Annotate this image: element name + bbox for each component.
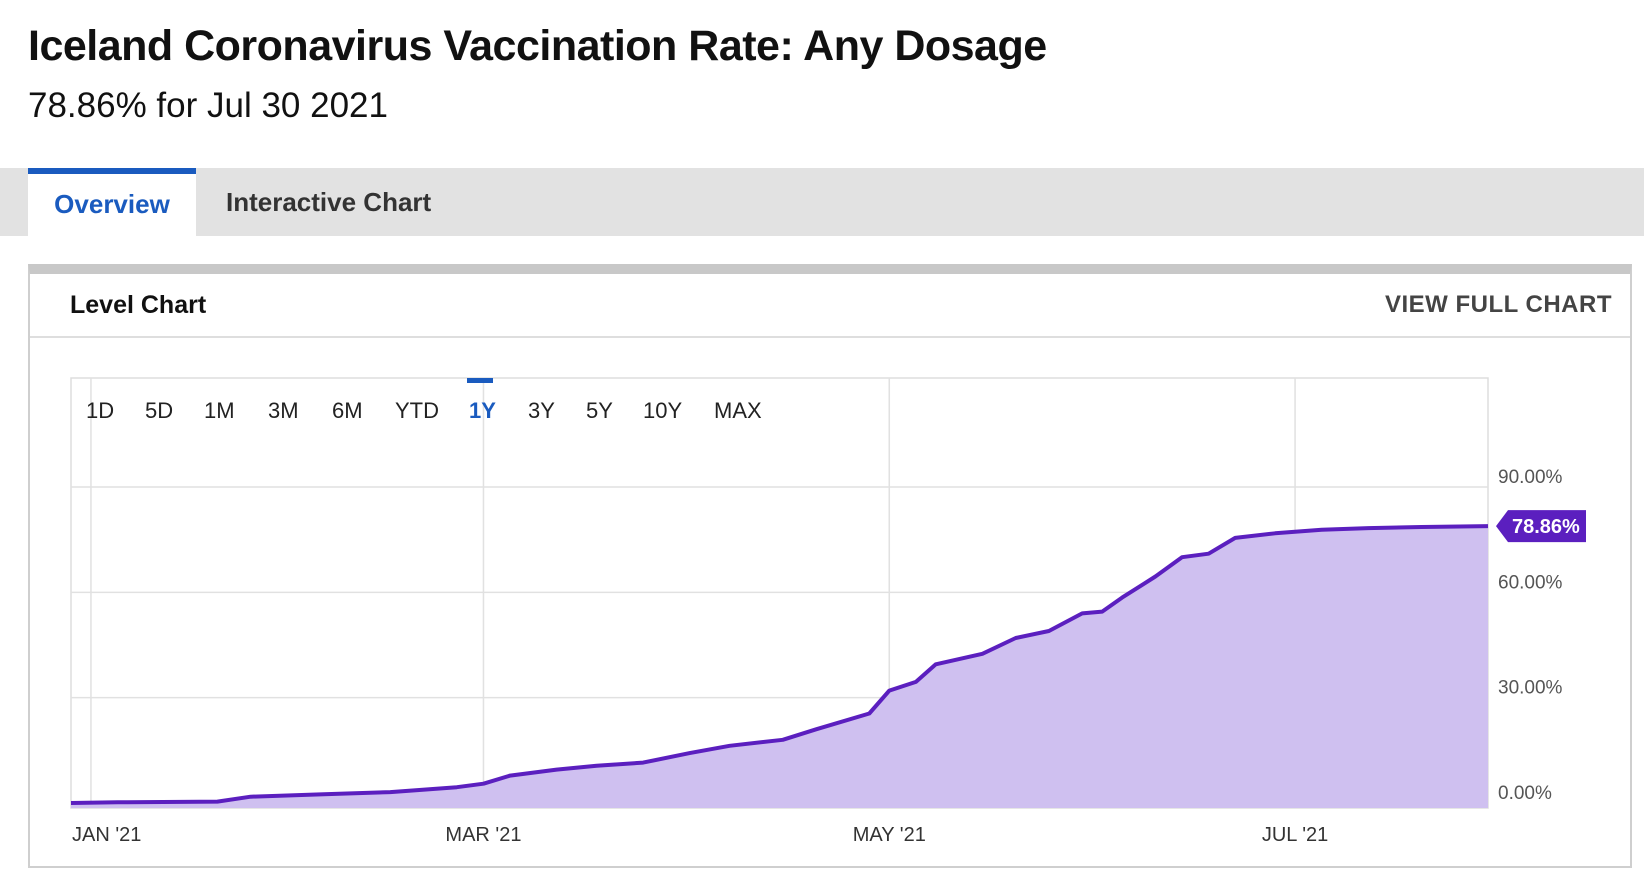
- range-button-1y[interactable]: 1Y: [469, 398, 496, 423]
- data-point: [934, 663, 937, 666]
- y-tick-label: 60.00%: [1498, 572, 1563, 593]
- data-point: [1121, 596, 1124, 599]
- data-point: [1180, 556, 1183, 559]
- data-point: [1234, 536, 1237, 539]
- data-point: [981, 652, 984, 655]
- data-point: [1367, 527, 1370, 530]
- data-point: [482, 782, 485, 785]
- data-point: [249, 795, 252, 798]
- data-point: [868, 712, 871, 715]
- y-tick-label: 90.00%: [1498, 467, 1563, 488]
- data-point: [1207, 552, 1210, 555]
- data-point: [1274, 532, 1277, 535]
- data-point: [888, 689, 891, 692]
- data-point: [1154, 575, 1157, 578]
- data-point: [1101, 610, 1104, 613]
- data-point: [70, 802, 73, 805]
- data-point: [555, 768, 558, 771]
- data-point: [688, 752, 691, 755]
- range-button-1m[interactable]: 1M: [204, 398, 235, 423]
- range-button-5d[interactable]: 5D: [145, 398, 173, 423]
- y-tick-label: 0.00%: [1498, 783, 1552, 804]
- x-tick-label: MAR '21: [445, 824, 521, 846]
- panel-header: Level Chart VIEW FULL CHART: [30, 274, 1630, 338]
- data-point: [1420, 526, 1423, 529]
- range-button-5y[interactable]: 5Y: [586, 398, 613, 423]
- data-point: [781, 738, 784, 741]
- x-tick-label: JUL '21: [1262, 824, 1328, 846]
- x-tick-label: JAN '21: [72, 824, 141, 846]
- range-button-10y[interactable]: 10Y: [643, 398, 682, 423]
- data-point: [595, 764, 598, 767]
- view-full-chart-link[interactable]: VIEW FULL CHART: [1384, 291, 1612, 318]
- data-point: [322, 793, 325, 796]
- range-button-max[interactable]: MAX: [714, 398, 762, 423]
- data-point: [815, 728, 818, 731]
- data-point: [509, 774, 512, 777]
- latest-value-subtitle: 78.86% for Jul 30 2021: [28, 86, 388, 125]
- series-area: [71, 526, 1488, 808]
- tab-interactive-chart[interactable]: Interactive Chart: [226, 187, 432, 217]
- active-range-indicator: [467, 378, 493, 383]
- data-point: [455, 786, 458, 789]
- data-point: [389, 791, 392, 794]
- last-value-marker: [1496, 510, 1586, 543]
- y-tick-label: 30.00%: [1498, 678, 1563, 699]
- page-title: Iceland Coronavirus Vaccination Rate: An…: [28, 22, 1047, 70]
- data-point: [1081, 612, 1084, 615]
- range-button-1d[interactable]: 1D: [86, 398, 114, 423]
- data-point: [642, 761, 645, 764]
- last-value-label: 78.86%: [1512, 516, 1580, 538]
- series-line: [70, 524, 1489, 805]
- tab-overview[interactable]: Overview: [28, 168, 196, 236]
- range-button-ytd[interactable]: YTD: [395, 398, 439, 423]
- data-point: [728, 744, 731, 747]
- data-point: [914, 680, 917, 683]
- data-point: [216, 800, 219, 803]
- data-point: [1014, 636, 1017, 639]
- data-point: [1047, 629, 1050, 632]
- data-point: [1487, 525, 1490, 528]
- data-point: [1320, 528, 1323, 531]
- range-button-6m[interactable]: 6M: [332, 398, 363, 423]
- tab-bar: Overview Interactive Chart: [0, 168, 1644, 236]
- panel-title: Level Chart: [70, 291, 207, 319]
- range-button-3y[interactable]: 3Y: [528, 398, 555, 423]
- data-point: [116, 801, 119, 804]
- x-tick-label: MAY '21: [853, 824, 926, 846]
- range-button-3m[interactable]: 3M: [268, 398, 299, 423]
